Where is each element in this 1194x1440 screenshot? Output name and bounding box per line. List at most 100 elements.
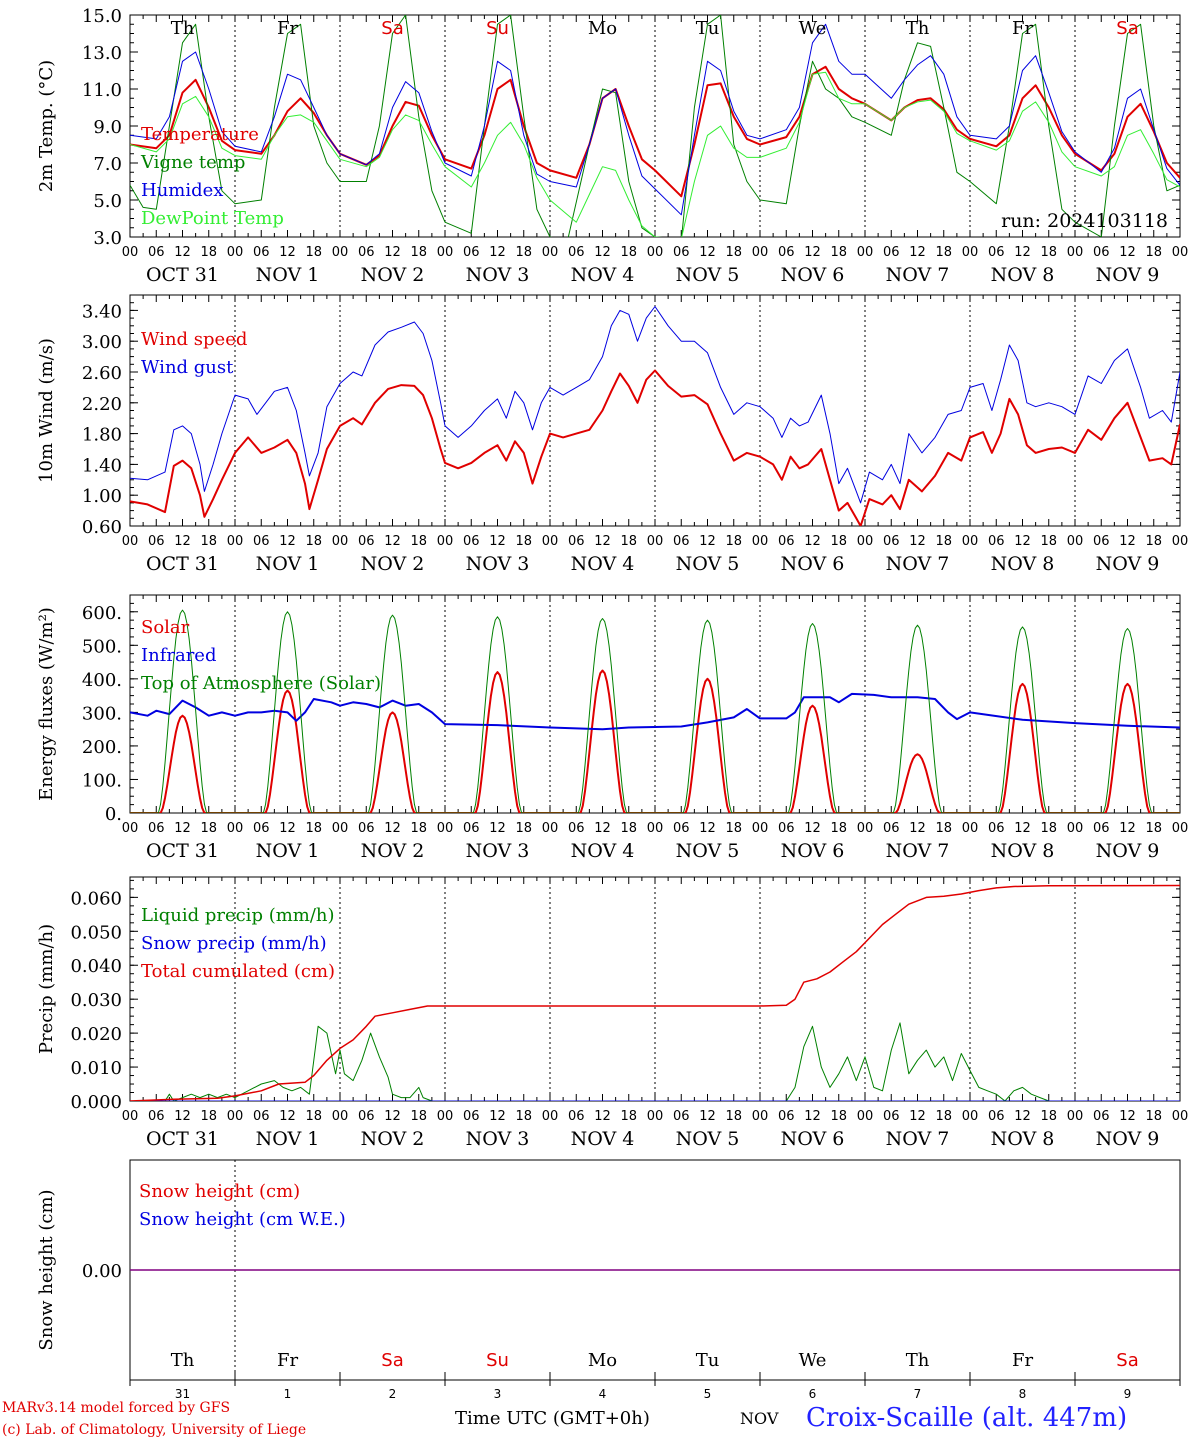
day-label: NOV 5 xyxy=(676,553,740,575)
day-label: NOV 7 xyxy=(886,840,950,862)
plot-area xyxy=(130,884,1180,1101)
hour-tick-label: 12 xyxy=(279,245,296,260)
station-label: Croix-Scaille (alt. 447m) xyxy=(806,1403,1127,1433)
hour-tick-label: 06 xyxy=(883,534,900,549)
hour-tick-label: 12 xyxy=(1119,1109,1136,1124)
hour-tick-label: 00 xyxy=(122,245,139,260)
weekday-label: Th xyxy=(906,1350,930,1371)
hour-tick-label: 06 xyxy=(358,245,375,260)
day-label: NOV 9 xyxy=(1096,840,1160,862)
hour-tick-label: 18 xyxy=(725,821,742,836)
chart-panel-4: 00 06 12 18 00 06 12 18 00 06 12 18 00 06 12 18 00 06 12 18… xyxy=(36,876,1188,1150)
hour-tick-label: 06 xyxy=(883,245,900,260)
y-tick-label: 600. xyxy=(82,603,122,624)
y-tick-label: 0.060 xyxy=(70,888,122,909)
series-line xyxy=(130,65,1180,198)
hour-tick-label: 12 xyxy=(699,1109,716,1124)
day-label: NOV 7 xyxy=(886,553,950,575)
plot-area xyxy=(130,609,1180,813)
hour-tick-label: 12 xyxy=(699,821,716,836)
day-label: NOV 7 xyxy=(886,264,950,286)
hour-tick-label: 00 xyxy=(857,245,874,260)
hour-tick-label: 00 xyxy=(1172,821,1189,836)
hour-tick-label: 00 xyxy=(122,534,139,549)
day-label: NOV 8 xyxy=(991,840,1055,862)
hour-tick-label: 18 xyxy=(620,245,637,260)
day-label: NOV 3 xyxy=(466,553,530,575)
hour-tick-label: 00 xyxy=(752,1109,769,1124)
hour-tick-label: 12 xyxy=(1014,1109,1031,1124)
y-tick-label: 3.40 xyxy=(82,301,122,322)
legend-entry: Liquid precip (mm/h) xyxy=(141,905,335,926)
day-label: NOV 4 xyxy=(571,553,635,575)
hour-tick-label: 06 xyxy=(358,1109,375,1124)
day-label: NOV 3 xyxy=(466,840,530,862)
hour-tick-label: 06 xyxy=(568,821,585,836)
hour-tick-label: 00 xyxy=(1172,245,1189,260)
day-label: NOV 6 xyxy=(781,1128,845,1150)
hour-tick-label: 18 xyxy=(830,534,847,549)
hour-tick-label: 00 xyxy=(752,245,769,260)
weekday-label: Tu xyxy=(696,18,720,39)
hour-tick-label: 18 xyxy=(935,245,952,260)
model-credit-line1: MARv3.14 model forced by GFS xyxy=(2,1400,230,1416)
y-tick-label: 0.020 xyxy=(70,1024,122,1045)
y-tick-label: 11.0 xyxy=(82,80,122,101)
weekday-label: Fr xyxy=(277,18,298,39)
hour-tick-label: 06 xyxy=(883,1109,900,1124)
y-tick-label: 0.030 xyxy=(70,990,122,1011)
day-number-label: 31 xyxy=(175,1387,190,1401)
y-tick-label: 3.00 xyxy=(82,332,122,353)
hour-tick-label: 18 xyxy=(725,534,742,549)
chart-panel-5: 0.00 Snow height (cm) Snow height (cm) Snow… xyxy=(36,1159,1181,1401)
hour-tick-label: 18 xyxy=(935,821,952,836)
hour-tick-label: 00 xyxy=(227,534,244,549)
legend-entry: Snow height (cm) xyxy=(139,1181,300,1202)
hour-tick-label: 06 xyxy=(148,821,165,836)
day-label: NOV 7 xyxy=(886,1128,950,1150)
weekday-label: We xyxy=(799,18,827,39)
hour-tick-label: 12 xyxy=(384,821,401,836)
chart-panel-3: 00 06 12 18 00 06 12 18 00 06 12 18 00 06 12 18 00 06 12 18… xyxy=(36,594,1189,862)
hour-tick-label: 06 xyxy=(148,534,165,549)
weekday-label: Sa xyxy=(1116,18,1138,39)
weekday-label: Th xyxy=(171,18,195,39)
hour-tick-label: 00 xyxy=(1067,534,1084,549)
day-label: NOV 5 xyxy=(676,1128,740,1150)
day-label: NOV 3 xyxy=(466,264,530,286)
hour-tick-label: 18 xyxy=(410,534,427,549)
hour-tick-label: 00 xyxy=(332,245,349,260)
hour-tick-label: 18 xyxy=(1040,534,1057,549)
hour-tick-label: 18 xyxy=(200,534,217,549)
day-label: NOV 4 xyxy=(571,1128,635,1150)
y-tick-label: 0. xyxy=(105,804,122,825)
y-tick-label: 7.0 xyxy=(93,154,122,175)
day-label: NOV 9 xyxy=(1096,1128,1160,1150)
hour-tick-label: 12 xyxy=(489,821,506,836)
hour-tick-label: 06 xyxy=(463,245,480,260)
day-label: NOV 5 xyxy=(676,840,740,862)
y-tick-label: 0.010 xyxy=(70,1058,122,1079)
y-tick-label: 1.80 xyxy=(82,425,122,446)
series-line xyxy=(130,609,1180,813)
hour-tick-label: 18 xyxy=(410,245,427,260)
day-label: OCT 31 xyxy=(146,1128,219,1150)
weekday-label: Sa xyxy=(381,18,403,39)
day-label: NOV 8 xyxy=(991,1128,1055,1150)
hour-tick-label: 18 xyxy=(1040,1109,1057,1124)
y-tick-label: 1.40 xyxy=(82,455,122,476)
chart-panel-2: 00 06 12 18 00 06 12 18 00 06 12 18 00 06 12 18 00 06 12 18… xyxy=(36,294,1188,575)
day-label: NOV 4 xyxy=(571,264,635,286)
hour-tick-label: 06 xyxy=(778,245,795,260)
hour-tick-label: 12 xyxy=(1014,245,1031,260)
hour-tick-label: 00 xyxy=(227,245,244,260)
weekday-label: Su xyxy=(486,1350,509,1371)
day-label: NOV 5 xyxy=(676,264,740,286)
series-line xyxy=(130,71,1180,237)
hour-tick-label: 18 xyxy=(620,821,637,836)
y-tick-label: 15.0 xyxy=(82,6,122,27)
day-number-label: 1 xyxy=(284,1387,292,1401)
day-label: NOV 6 xyxy=(781,553,845,575)
day-label: OCT 31 xyxy=(146,553,219,575)
legend-entry: Total cumulated (cm) xyxy=(141,961,335,982)
